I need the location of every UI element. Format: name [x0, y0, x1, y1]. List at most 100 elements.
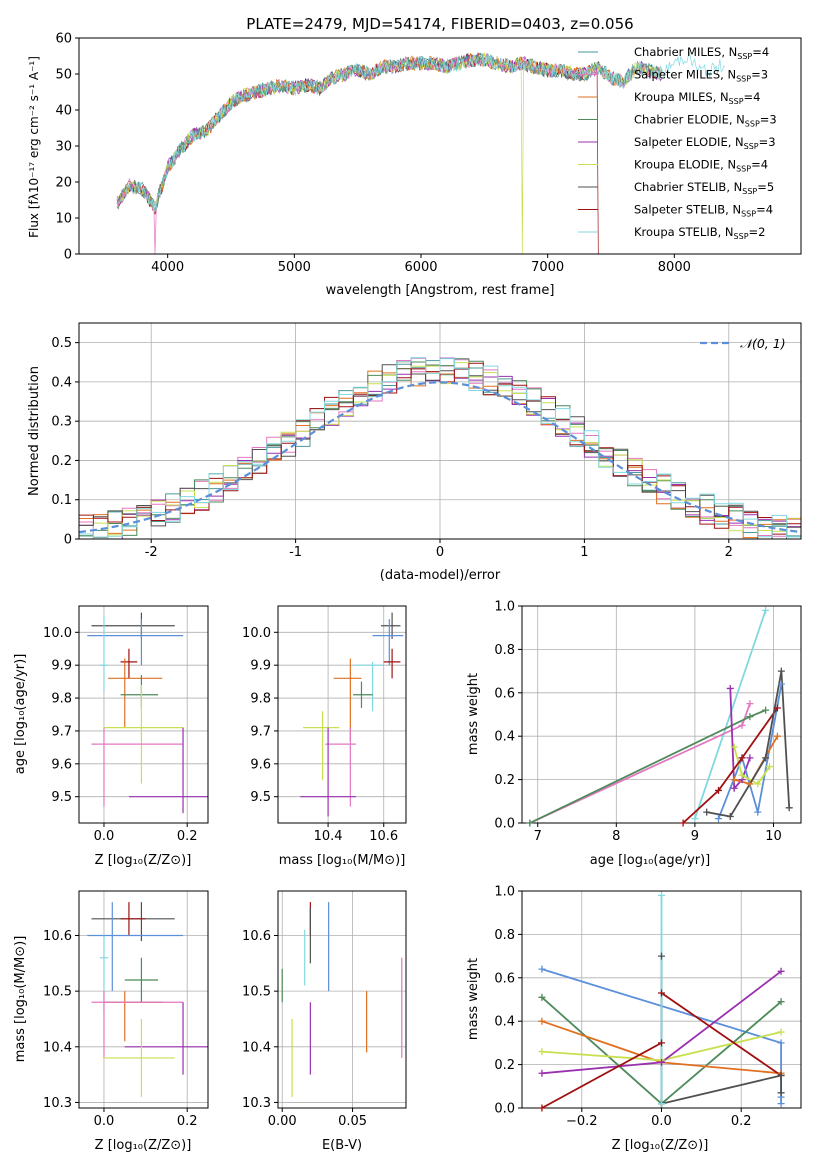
- weight-line: [694, 610, 767, 819]
- x-tick-label: 0.0: [94, 829, 115, 844]
- weight-marker: [777, 998, 785, 1006]
- y-tick-label: 9.6: [51, 757, 72, 772]
- weight-marker: [777, 680, 785, 688]
- y-tick-label: 9.6: [250, 757, 271, 772]
- y-tick-label: 1.0: [494, 885, 515, 900]
- y-tick-label: 0.6: [494, 971, 515, 986]
- x-tick-label: 10: [765, 829, 782, 844]
- x-tick-label: 0.0: [651, 1114, 672, 1129]
- weight-marker: [777, 667, 785, 675]
- weight-line: [660, 956, 782, 1105]
- weight-marker: [738, 771, 746, 779]
- y-tick-label: 50: [55, 68, 72, 83]
- y-tick-label: 0: [64, 248, 72, 263]
- weight-marker: [538, 965, 546, 973]
- y-tick-label: 10: [55, 212, 72, 227]
- y-tick-label: 10.4: [43, 1040, 72, 1055]
- age-vs-metallicity-xlabel: Z [log₁₀(Z/Z⊙)]: [95, 853, 192, 868]
- x-tick-label: 0.0: [94, 1114, 115, 1129]
- y-tick-label: 0.4: [51, 375, 72, 390]
- y-tick-label: 60: [55, 32, 72, 47]
- weight-marker: [730, 776, 738, 784]
- x-tick-label: -2: [145, 545, 158, 560]
- weight-line: [529, 703, 751, 823]
- y-tick-label: 0.2: [494, 773, 515, 788]
- mass-vs-ebv-plot: 0.00 0.05 10.3 10.4 10.5 10.6: [242, 890, 407, 1129]
- weight-marker: [679, 819, 687, 827]
- x-tick-label: 0.05: [338, 1114, 367, 1129]
- weight-marker: [777, 967, 785, 975]
- weight-marker: [714, 815, 722, 823]
- weight-marker: [730, 784, 738, 792]
- y-tick-label: 10.3: [242, 1096, 271, 1111]
- legend-label: Chabrier ELODIE, NSSP=3: [634, 113, 777, 129]
- y-tick-label: 9.9: [51, 659, 72, 674]
- y-tick-label: 9.7: [51, 724, 72, 739]
- legend-label: Salpeter ELODIE, NSSP=3: [634, 135, 776, 151]
- y-tick-label: 9.5: [250, 790, 271, 805]
- spectrum-ylabel: Flux [fλ10⁻¹⁷ erg cm⁻² s⁻¹ A⁻¹]: [27, 56, 41, 238]
- weight-marker: [762, 706, 770, 714]
- axes-frame: [277, 605, 407, 824]
- weight-marker: [777, 1071, 785, 1079]
- weight-marker: [746, 754, 754, 762]
- weight-marker: [691, 815, 699, 823]
- plot-area: [87, 902, 208, 1097]
- weight-vs-age-ylabel: mass weight: [466, 673, 481, 755]
- mass-vs-metallicity-xlabel: Z [log₁₀(Z/Z⊙)]: [95, 1138, 192, 1153]
- weight-marker: [738, 721, 746, 729]
- y-tick-label: 10.5: [43, 985, 72, 1000]
- plot-area: [116, 51, 726, 254]
- mass-vs-metallicity-ylabel: mass [log₁₀(M/M⊙)]: [13, 936, 28, 1063]
- weight-marker: [766, 763, 774, 771]
- x-tick-label: 0.2: [177, 829, 198, 844]
- weight-marker: [773, 732, 781, 740]
- weight-vs-metallicity-ylabel: mass weight: [466, 958, 481, 1040]
- spectrum-xlabel: wavelength [Angstrom, rest frame]: [326, 283, 555, 298]
- y-tick-label: 0.2: [51, 454, 72, 469]
- x-tick-label: 9: [691, 829, 699, 844]
- weight-marker: [754, 780, 762, 788]
- spectrum-title: PLATE=2479, MJD=54174, FIBERID=0403, z=0…: [246, 15, 633, 33]
- x-tick-label: 1: [580, 545, 588, 560]
- age-vs-metallicity-ylabel: age [log₁₀(age/yr)]: [13, 654, 28, 775]
- x-tick-label: 0.2: [177, 1114, 198, 1129]
- legend-label: 𝒩(0, 1): [740, 336, 786, 351]
- weight-marker: [762, 606, 770, 614]
- weight-marker: [746, 700, 754, 708]
- residual-histogram: -2 -1 0 1 2 0 0.1 0.2 0.3 0.4 0.5 𝒩(0, 1): [51, 322, 802, 560]
- weight-marker: [658, 1058, 665, 1066]
- weight-line: [682, 707, 779, 823]
- plot-area: [87, 612, 208, 814]
- x-tick-label: 10.6: [369, 829, 398, 844]
- weight-marker: [726, 812, 734, 820]
- weight-vs-age-plot: 7 8 9 10 0.0 0.2 0.4 0.6 0.8 1.0: [494, 600, 802, 844]
- y-tick-label: 0.8: [494, 928, 515, 943]
- x-tick-label: −0.2: [566, 1114, 598, 1129]
- age-vs-mass-plot: 10.4 10.6 9.5 9.6 9.7 9.8 9.9 10.0: [242, 605, 407, 844]
- weight-marker: [658, 989, 665, 997]
- weight-marker: [746, 713, 754, 721]
- x-tick-label: 10.4: [314, 829, 343, 844]
- x-tick-label: 7: [534, 829, 542, 844]
- y-tick-label: 10.6: [242, 929, 271, 944]
- y-tick-label: 20: [55, 176, 72, 191]
- y-tick-label: 0: [64, 533, 72, 548]
- y-tick-label: 0.0: [494, 817, 515, 832]
- axes-frame: [78, 890, 209, 1109]
- legend-label: Kroupa STELIB, NSSP=2: [634, 225, 765, 241]
- x-tick-label: 8000: [658, 260, 691, 275]
- y-tick-label: 0.5: [51, 336, 72, 351]
- histogram-ylabel: Normed distribution: [27, 366, 42, 496]
- y-tick-label: 0.1: [51, 493, 72, 508]
- y-tick-label: 0.0: [494, 1102, 515, 1117]
- mass-vs-ebv-xlabel: E(B-V): [322, 1138, 362, 1153]
- axes-frame: [521, 605, 802, 824]
- age-vs-metallicity-plot: 0.0 0.2 9.5 9.6 9.7 9.8 9.9 10.0: [43, 605, 209, 844]
- spectrum-plot: 4000 5000 6000 7000 8000 0 10 20 30 40 50 60 Chabrie…: [55, 32, 802, 275]
- weight-line: [529, 709, 766, 823]
- weight-marker: [658, 952, 665, 960]
- plot-area: [281, 902, 403, 1097]
- plot-area: [541, 895, 782, 1108]
